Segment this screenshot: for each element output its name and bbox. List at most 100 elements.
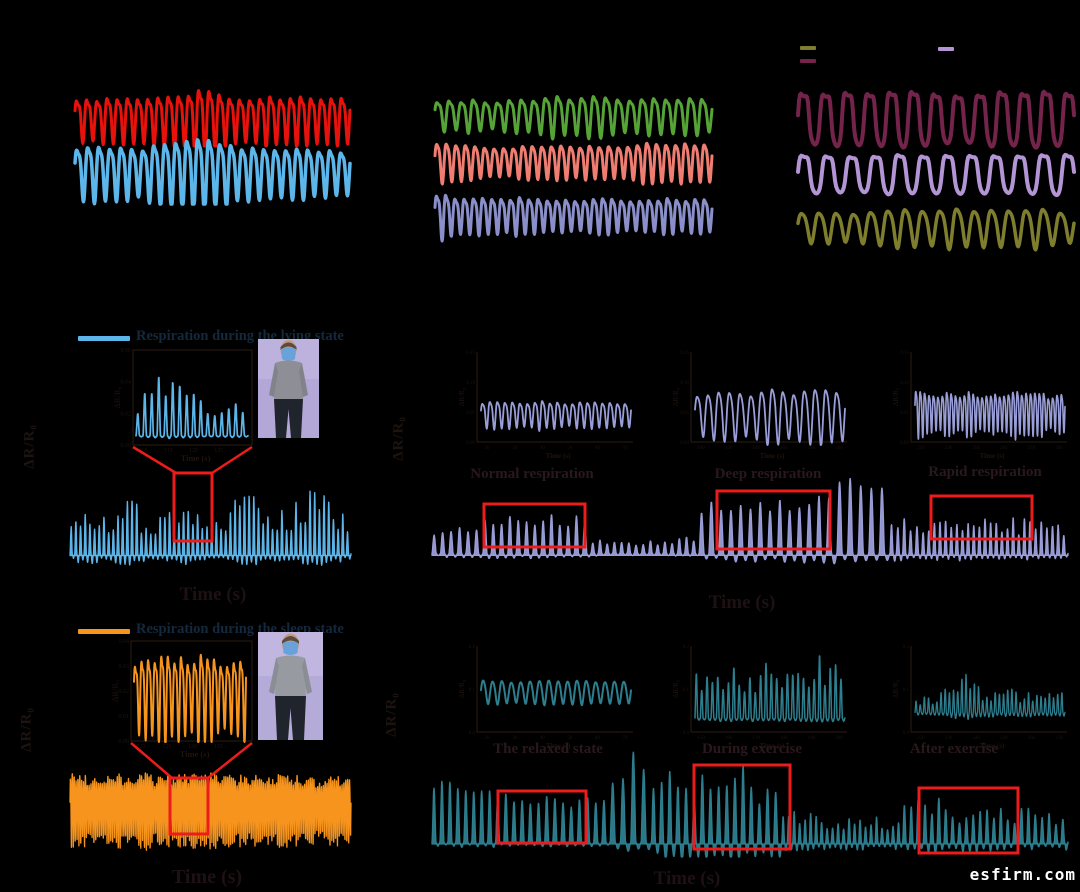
inset-xtick: 70: [623, 446, 629, 451]
time-axis-label-g: Time (s): [653, 868, 721, 889]
subject-photo-sleep: [258, 632, 323, 740]
legend-swatch-olive: [800, 46, 816, 50]
inset-ytick: 0.1: [469, 688, 476, 693]
inset-xtick: 120: [725, 446, 733, 451]
inset-xtick: 200: [835, 736, 843, 741]
inset-xtick: 240: [972, 736, 980, 741]
caption-normal-respiration: Normal respiration: [470, 466, 594, 482]
inset-xtick: 30: [512, 736, 518, 741]
waveform-b-green-trace: [433, 95, 714, 141]
annotation-highlight-box-g: [917, 786, 1020, 855]
inset-ytick: 0.15: [680, 351, 689, 356]
waveform-d-lying-main: [69, 490, 352, 566]
inset-axes-e: [910, 352, 1067, 443]
inset-axes-g: [910, 646, 1067, 733]
annotation-highlight-box-g: [692, 763, 792, 851]
inset-axes-frame-f: [130, 640, 253, 742]
waveform-c-olive-trace: [796, 207, 1076, 252]
waveform-c-lavender-trace: [796, 152, 1076, 198]
inset-xtick: 180: [808, 446, 816, 451]
inset-xlabel: Time (s): [760, 742, 785, 750]
inset-xtick: 190: [808, 736, 816, 741]
inset-xlabel: Time (s): [180, 749, 210, 759]
waveform-e-deep-respiration-inset: [694, 388, 846, 446]
inset-axes-e: [690, 352, 847, 443]
inset-ylabel: ΔR/R₀: [458, 679, 466, 698]
time-axis-label-d: Time (s): [179, 584, 247, 605]
inset-ytick: 0.0: [469, 731, 476, 736]
legend-swatch-maroon: [800, 59, 816, 63]
inset-axes-frame-d: [132, 349, 253, 446]
inset-xtick: 115: [164, 448, 173, 454]
inset-ytick: 0.05: [466, 411, 475, 416]
waveform-e-normal-respiration-inset: [480, 400, 632, 432]
inset-axes-g: [690, 646, 847, 733]
inset-xtick: 130: [188, 744, 197, 750]
time-axis-label-f: Time (s): [171, 866, 243, 888]
inset-xtick: 125: [162, 744, 171, 750]
waveform-d-lying-inset: [135, 376, 249, 440]
inset-xtick: 40: [540, 446, 546, 451]
inset-ytick: 0.03: [119, 664, 130, 670]
annotation-highlight-box-e: [482, 502, 587, 549]
inset-ylabel: ΔR/R₀: [892, 679, 900, 698]
waveform-g-during-exercise-inset: [694, 655, 846, 723]
inset-xtick: 120: [189, 448, 198, 454]
inset-ytick: 0.15: [900, 351, 909, 356]
inset-xtick: 40: [540, 736, 546, 741]
inset-ytick: 0.1: [683, 688, 690, 693]
inset-ytick: 0.2: [903, 645, 910, 650]
inset-xtick: 200: [835, 446, 843, 451]
inset-xtick: 160: [780, 446, 788, 451]
inset-ylabel: ΔR/R₀: [892, 387, 900, 406]
annotation-highlight-box-e: [929, 494, 1034, 541]
inset-ytick: 0.05: [900, 411, 909, 416]
inset-xtick: 30: [512, 446, 518, 451]
inset-ytick: 0.06: [121, 348, 132, 354]
caption-during-exercise: During exercise: [701, 741, 803, 757]
inset-xtick: 150: [697, 736, 705, 741]
inset-xtick: 270: [1055, 736, 1063, 741]
inset-xtick: 120: [137, 744, 146, 750]
waveform-g-after-exercise-inset: [914, 673, 1066, 720]
inset-xtick: 250: [1000, 736, 1008, 741]
inset-ytick: 0.05: [680, 411, 689, 416]
waveform-e-respiration-modes-main: [431, 477, 1069, 565]
legend-swatch-sleep: [78, 629, 130, 634]
inset-ylabel: ΔR/R₀: [672, 387, 680, 406]
annotation-connector-d: [132, 445, 177, 475]
caption-deep-respiration: Deep respiration: [714, 466, 822, 482]
legend-swatch-lavender: [938, 47, 954, 51]
inset-xtick: 280: [1055, 446, 1063, 451]
inset-ytick: 0.04: [121, 380, 132, 386]
inset-xlabel: Time (s): [181, 453, 211, 463]
inset-xtick: 260: [1000, 446, 1008, 451]
inset-xtick: 135: [214, 744, 223, 750]
inset-xtick: 60: [595, 446, 601, 451]
inset-axes-g: [476, 646, 633, 733]
waveform-c-maroon-trace: [796, 89, 1076, 150]
inset-xtick: 170: [752, 736, 760, 741]
annotation-highlight-box-d: [172, 471, 214, 543]
waveform-f-sleep-inset: [133, 653, 247, 743]
inset-ylabel: ΔR/R₀: [458, 387, 466, 406]
inset-ytick: 0.10: [900, 381, 909, 386]
inset-xtick: 60: [595, 736, 601, 741]
inset-ylabel: ΔR/R₀: [672, 679, 680, 698]
caption-after-exercise: After exercise: [909, 741, 999, 757]
inset-xtick: 220: [917, 736, 925, 741]
inset-ytick: 0.10: [466, 381, 475, 386]
inset-ytick: 0.00: [121, 443, 132, 449]
inset-ytick: 0.0: [683, 731, 690, 736]
y-axis-label-f: ΔR/R₀: [18, 707, 35, 752]
inset-xtick: 230: [945, 736, 953, 741]
inset-xlabel: Time (s): [980, 452, 1005, 460]
inset-xtick: 110: [139, 448, 148, 454]
inset-xtick: 70: [623, 736, 629, 741]
annotation-connector-f: [207, 742, 253, 779]
subject-photo-lying: [258, 339, 319, 438]
inset-ytick: 0.10: [680, 381, 689, 386]
inset-xtick: 140: [240, 744, 249, 750]
inset-xtick: 20: [485, 446, 491, 451]
annotation-connector-d: [211, 445, 253, 475]
